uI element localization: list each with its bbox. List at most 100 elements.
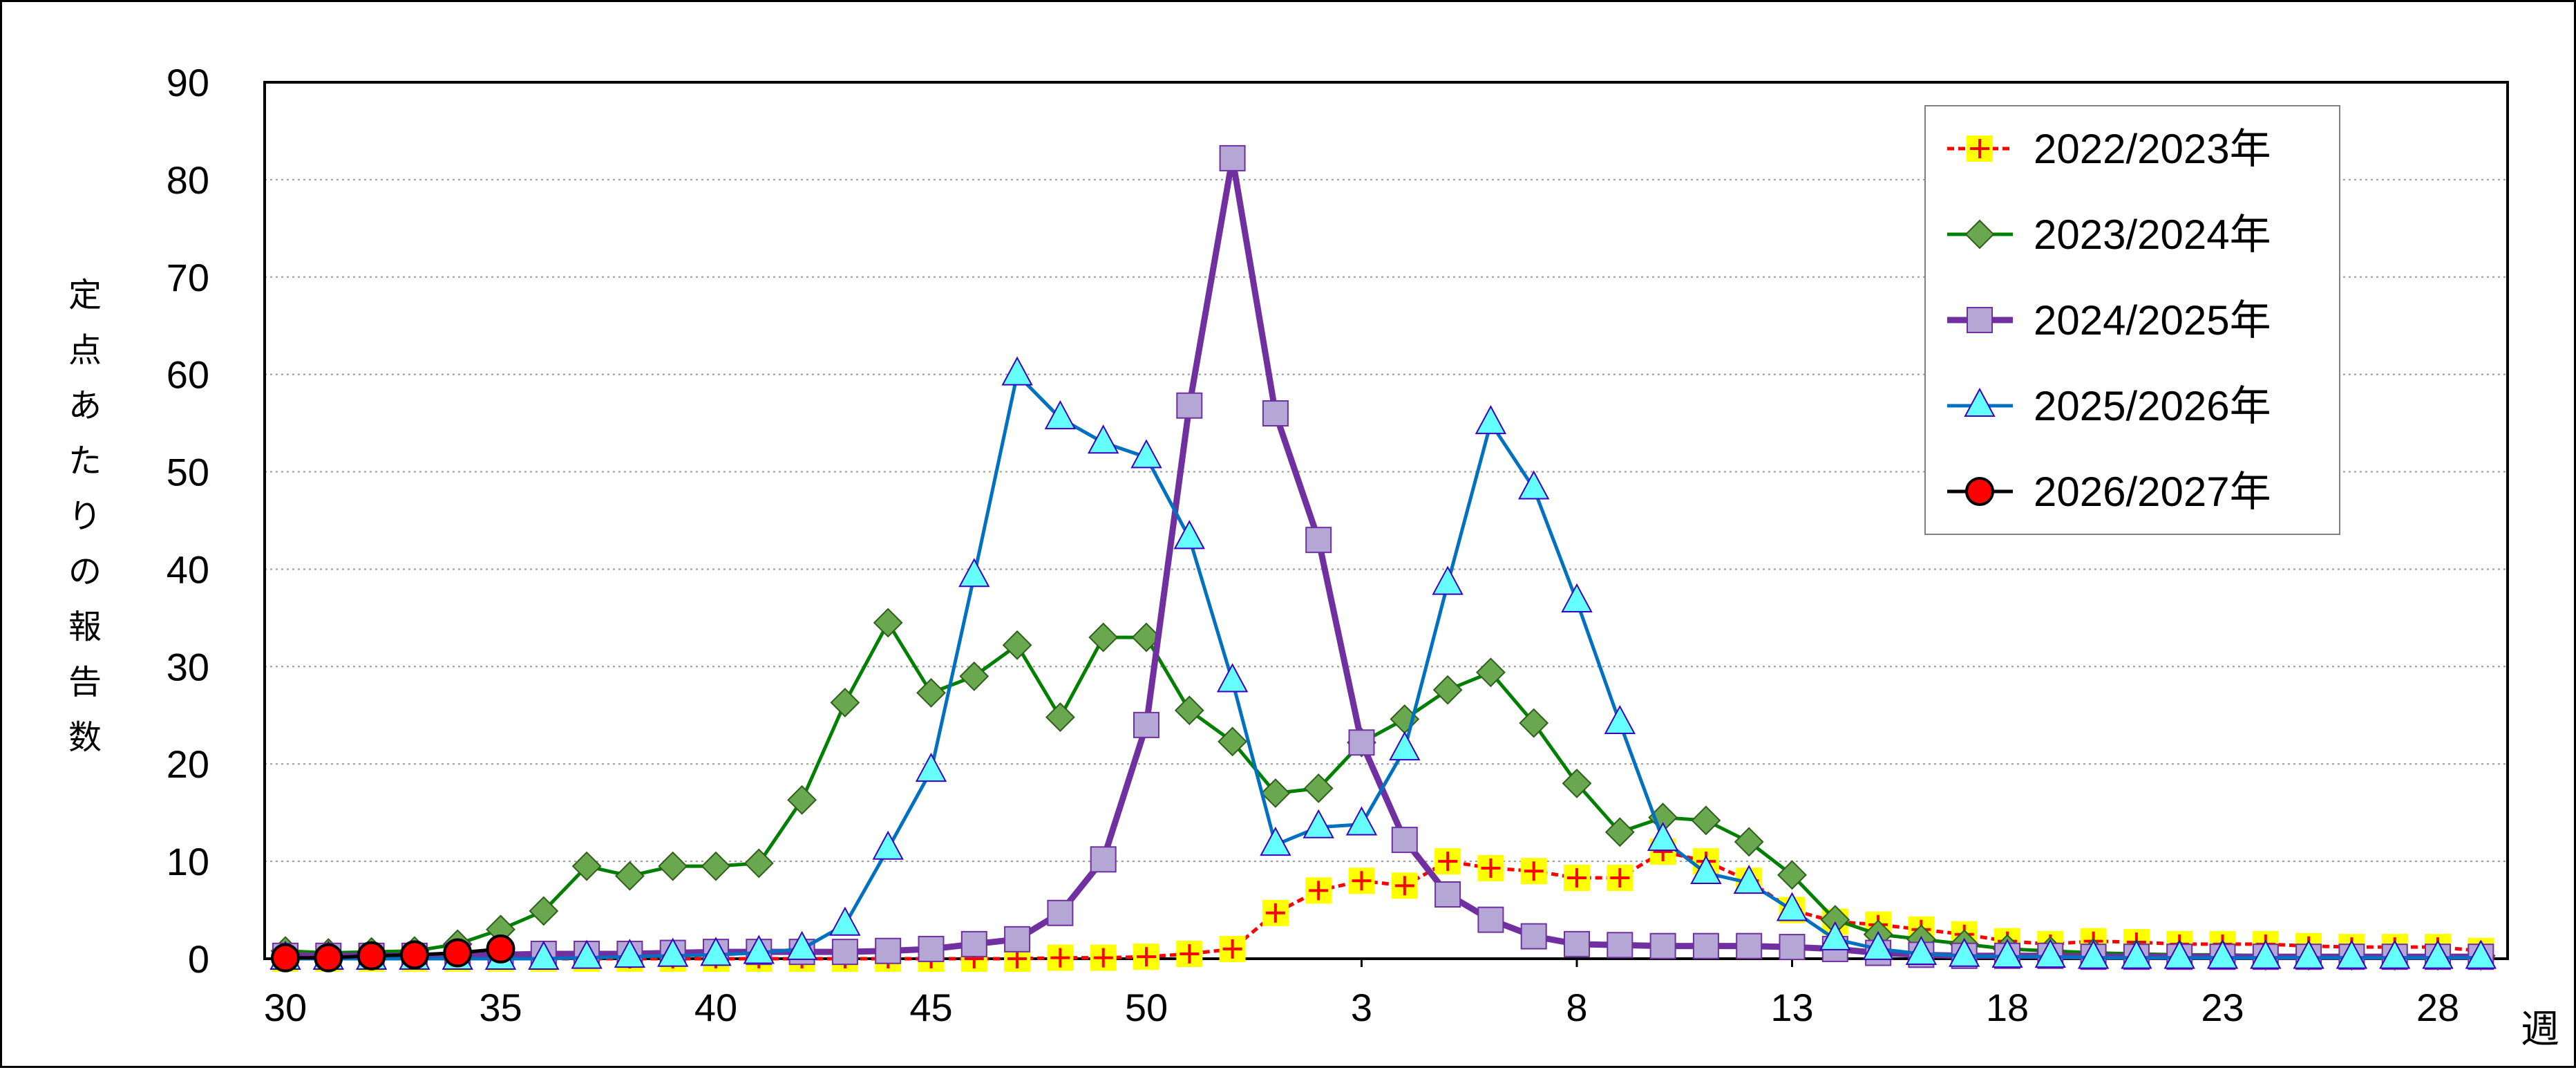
data-point [1519,708,1549,738]
data-point [1219,935,1246,962]
data-point [1045,702,1075,733]
x-tick-label: 18 [1986,986,2029,1029]
data-point [1133,711,1159,738]
x-axis: 30 35 40 45 50 3 8 13 18 23 28 [264,959,2459,1029]
data-point [1991,939,2023,968]
x-tick-label: 35 [479,986,522,1029]
legend-marker [1964,219,1995,250]
series-line-0 [285,850,2481,961]
legend-entry-label: 2024/2025年 [2034,297,2271,344]
data-point [1564,930,1590,957]
legend-items: 2022/2023年 2023/2024年 2024/2025年 2025/2026年… [1947,126,2271,515]
y-tick-label: 10 [167,840,209,883]
data-point [271,943,300,973]
data-point [571,851,602,881]
data-point [2465,939,2497,969]
series-line-1 [285,621,2481,958]
data-point [2250,939,2282,969]
x-tick-label: 28 [2416,986,2459,1029]
data-point [1518,470,1550,500]
data-point [2121,939,2152,969]
data-point [1949,937,1980,967]
legend-marker [1965,477,1994,506]
data-point [787,785,817,815]
data-point [658,851,688,881]
data-point [399,940,429,970]
data-point [915,752,947,782]
legend-marker [1964,387,1996,417]
data-point [1649,932,1676,959]
y-tick-label: 50 [167,451,209,494]
data-point [873,608,903,638]
data-point [1734,827,1764,857]
data-point [1176,392,1203,419]
data-point [1432,675,1463,705]
data-point [571,939,603,969]
data-point [1262,899,1289,926]
data-point [1262,400,1289,427]
data-point [1477,906,1504,933]
data-point [657,937,689,967]
data-point [1905,935,1938,965]
data-point [2379,939,2411,969]
data-point [1303,773,1334,803]
data-point [1604,704,1636,735]
data-point [2077,939,2110,969]
data-point [1391,872,1418,899]
x-tick-label: 13 [1770,986,1813,1029]
data-point [1862,930,1894,960]
data-point [960,930,987,957]
data-point [1564,865,1590,892]
data-point [1218,726,1248,757]
data-point [1647,822,1679,852]
data-point [2422,939,2454,969]
data-point [1690,854,1722,885]
legend[interactable]: 2022/2023年 2023/2024年 2024/2025年 2025/2026年… [1924,105,2340,535]
data-point [2163,939,2195,969]
data-point [831,939,858,966]
series-layer [269,144,2497,973]
data-point [1434,881,1461,908]
data-point [1219,144,1246,171]
x-tick-label: 40 [694,986,737,1029]
data-point [1130,439,1162,469]
y-axis-label-char: 定 [68,276,102,315]
data-point [1607,865,1633,892]
legend-entry-label: 2026/2027年 [2034,469,2271,515]
data-point [829,906,861,936]
data-point [614,861,645,891]
data-point [486,934,515,964]
data-point [1090,846,1117,873]
data-point [1562,768,1592,798]
data-point [528,940,560,970]
x-tick-label: 30 [264,986,307,1029]
plot-area [263,81,2509,960]
data-point [1733,864,1765,894]
data-point [700,937,732,966]
y-axis-label-char: の [68,552,102,591]
data-point [1305,877,1332,904]
data-point [1389,731,1421,761]
data-point [1348,729,1375,756]
data-point [1691,805,1721,836]
data-point [1047,944,1074,971]
data-point [314,943,343,973]
legend-entry-label: 2022/2023年 [2034,126,2271,172]
data-point [1305,527,1332,554]
y-tick-label: 20 [167,742,209,786]
x-tick-label: 50 [1125,986,1168,1029]
data-point [1260,778,1291,808]
y-tick-label: 60 [167,353,209,397]
y-axis-label-char: 告 [68,663,102,702]
data-point [357,941,386,970]
y-axis-label-char: た [68,442,102,480]
data-point [872,830,904,860]
data-point [1475,405,1507,435]
y-tick-label: 80 [167,158,209,202]
data-point [1088,622,1119,653]
data-point [1216,663,1249,693]
data-point [1044,400,1077,430]
legend-marker [1967,307,1993,333]
